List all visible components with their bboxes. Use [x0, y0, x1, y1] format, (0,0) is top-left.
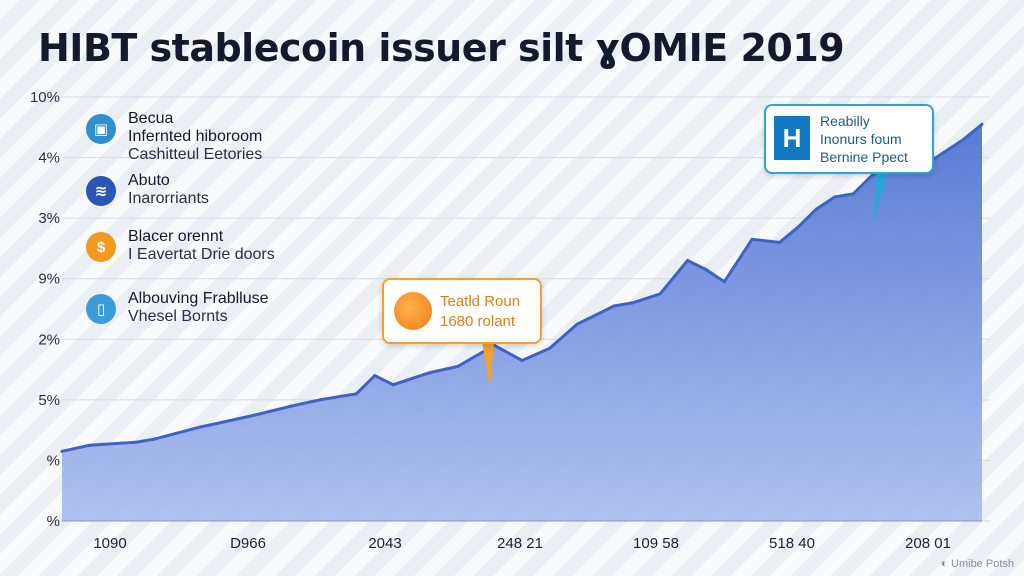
square-badge-icon: ▣ — [86, 114, 116, 144]
callout-blue: H Reabilly Inonurs foum Bernine Ppect — [764, 104, 934, 174]
data-point — [88, 443, 92, 447]
data-point — [198, 425, 202, 429]
legend-item-detail: Cashitteul Eetories — [128, 146, 263, 163]
series-area — [62, 124, 982, 522]
data-point — [575, 322, 579, 326]
data-point — [612, 304, 616, 308]
data-point — [962, 137, 966, 141]
data-point — [60, 449, 64, 453]
callout-blue-line3: Bernine Ppect — [820, 149, 908, 165]
waveform-icon: ≋ — [86, 176, 116, 206]
y-tick-label: 3% — [38, 210, 60, 227]
data-point — [833, 195, 837, 199]
data-point — [778, 240, 782, 244]
data-point — [428, 371, 432, 375]
legend-item-title: Blacer orennt — [128, 228, 224, 245]
callout-blue-title: Reabilly — [820, 113, 870, 129]
callout-orange-title: Teatld Roun — [440, 293, 521, 310]
data-point — [686, 259, 690, 263]
x-axis-ticks: 1090 D966 2043 248 21 109 58 518 40 208 01 — [93, 535, 951, 552]
data-point — [658, 292, 662, 296]
series-line — [61, 123, 983, 453]
legend-item-subtitle: Inarorriants — [128, 190, 209, 207]
legend-item-title: Abuto — [128, 172, 170, 189]
data-point — [336, 395, 340, 399]
callout-orange-pointer — [482, 342, 494, 388]
data-point — [722, 280, 726, 284]
data-point — [630, 301, 634, 305]
data-point — [253, 413, 257, 417]
legend-item-subtitle: Vhesel Bornts — [128, 308, 228, 325]
data-point — [373, 374, 377, 378]
data-point — [318, 398, 322, 402]
x-tick-label: 248 21 — [497, 535, 543, 552]
y-tick-label: 4% — [38, 150, 60, 167]
data-point — [934, 156, 938, 160]
data-point — [134, 440, 138, 444]
x-tick-label: 1090 — [93, 535, 126, 552]
watermark: ◐ Umibe Potsh — [941, 556, 1014, 570]
x-tick-label: D966 — [230, 535, 266, 552]
legend-item-title: Albouving Frablluse — [128, 290, 269, 307]
data-point — [704, 268, 708, 272]
x-tick-label: 2043 — [368, 535, 401, 552]
x-tick-label: 518 40 — [769, 535, 815, 552]
x-tick-label: 208 01 — [905, 535, 951, 552]
tablet-icon: ▯ — [86, 294, 116, 324]
coin-badge-icon — [394, 292, 432, 330]
data-point — [548, 346, 552, 350]
data-point — [456, 365, 460, 369]
callout-blue-line2: Inonurs foum — [820, 131, 902, 147]
data-point — [594, 313, 598, 317]
data-point — [354, 392, 358, 396]
series-points — [60, 122, 984, 453]
data-point — [796, 225, 800, 229]
y-tick-label: % — [47, 452, 60, 469]
y-tick-label: 5% — [38, 392, 60, 409]
y-tick-label: 2% — [38, 331, 60, 348]
legend-item-title: Becua — [128, 110, 174, 127]
coin-icon: $ — [86, 232, 116, 262]
y-tick-label: % — [47, 513, 60, 530]
data-point — [980, 122, 984, 126]
data-point — [870, 174, 874, 178]
data-point — [814, 207, 818, 211]
x-tick-label: 109 58 — [633, 535, 679, 552]
data-point — [290, 404, 294, 408]
data-point — [226, 419, 230, 423]
callout-blue-pointer — [874, 170, 888, 222]
data-point — [750, 237, 754, 241]
data-point — [520, 358, 524, 362]
watermark-text: Umibe Potsh — [951, 558, 1014, 570]
callout-orange: Teatld Roun 1680 rolant — [382, 278, 542, 344]
data-point — [391, 383, 395, 387]
legend-item-subtitle: I Eavertat Drie doors — [128, 246, 275, 263]
y-axis-ticks: 10% 4% 3% 9% 2% 5%%% — [30, 89, 60, 530]
chart-title: HIBT stablecoin issuer silt ɣOMIE 2019 — [38, 26, 845, 70]
data-point — [152, 437, 156, 441]
y-tick-label: 9% — [38, 271, 60, 288]
callout-orange-value: 1680 rolant — [440, 313, 516, 330]
watermark-logo-icon: ◐ — [940, 556, 949, 570]
y-tick-label: 10% — [30, 89, 60, 106]
legend-item-subtitle: Infernted hiboroom — [128, 128, 263, 145]
data-point — [851, 192, 855, 196]
h-badge-icon: H — [774, 116, 810, 160]
